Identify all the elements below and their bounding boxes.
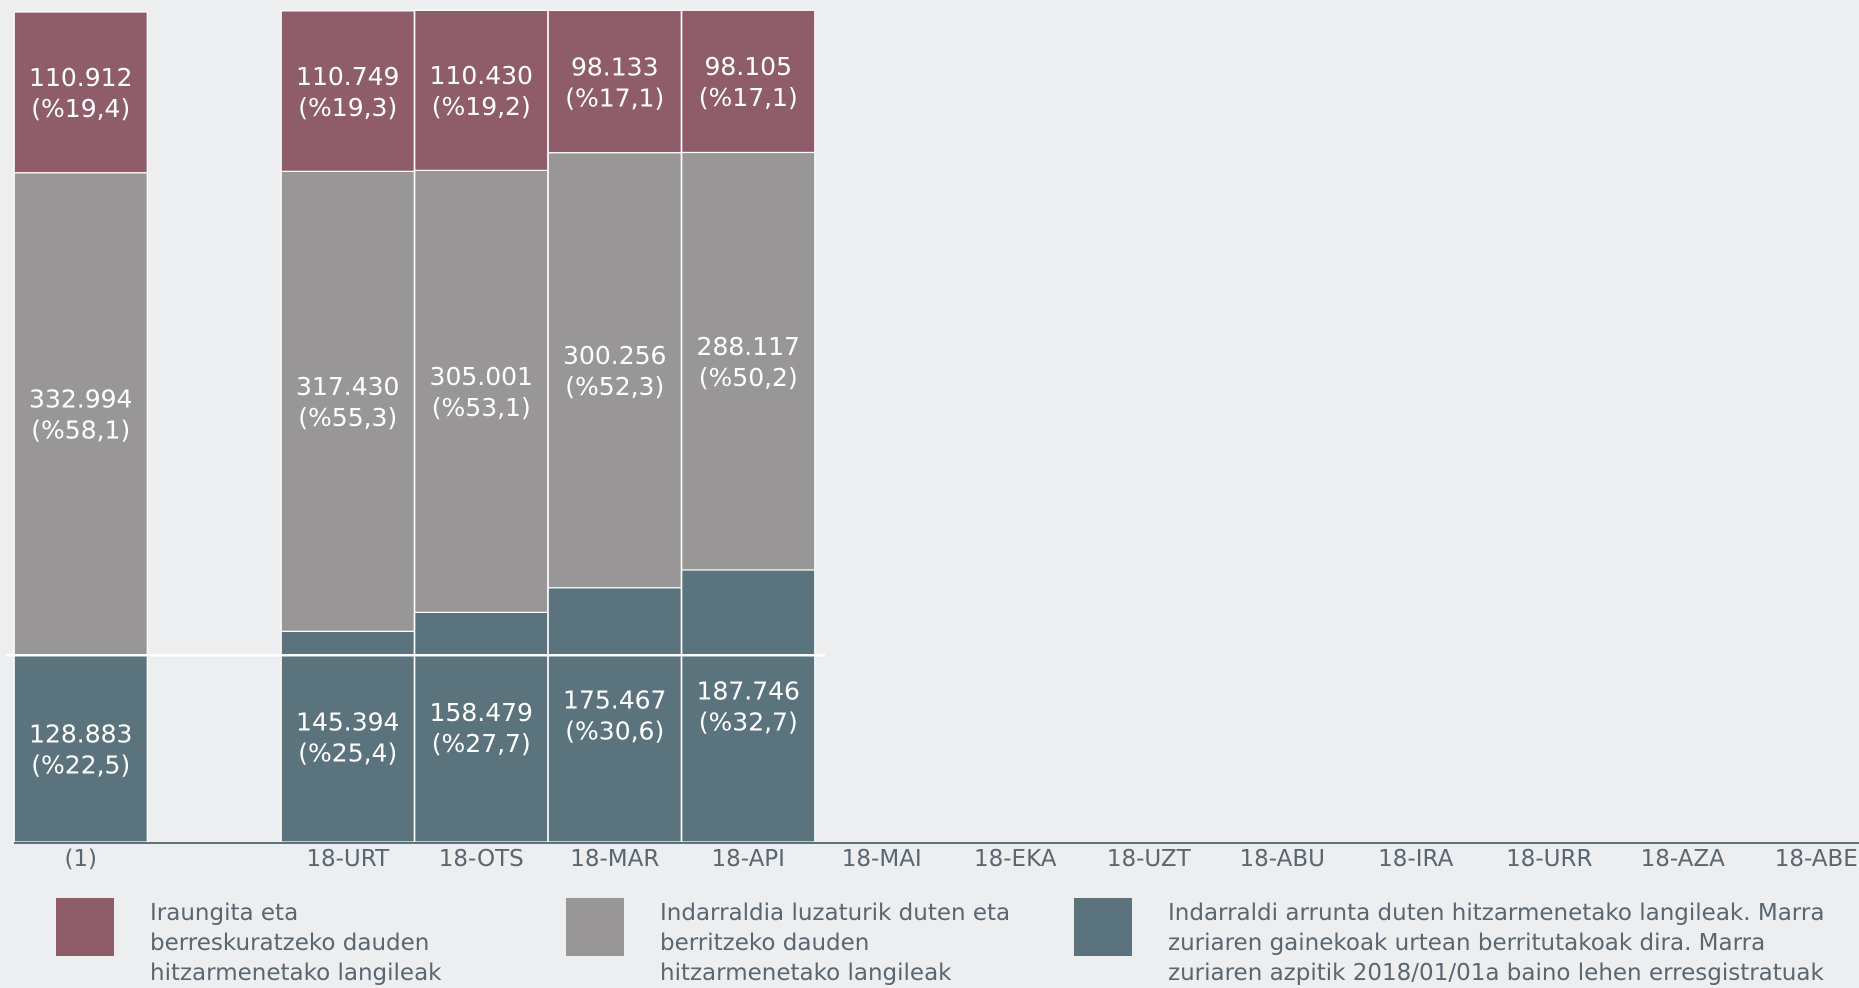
bar-segment-luzaturik — [13, 172, 148, 656]
data-label: 300.256 (%52,3) — [563, 341, 666, 401]
bar-segment-iraungita — [414, 9, 549, 171]
legend-swatch — [1074, 898, 1132, 956]
x-tick-label: (1) — [64, 846, 97, 872]
bar-segment-iraungita — [280, 10, 415, 172]
data-label: 288.117 (%50,2) — [697, 332, 800, 392]
x-tick-label: 18-UZT — [1107, 846, 1192, 872]
x-tick-label: 18-EKA — [974, 846, 1057, 872]
x-tick-label: 18-MAR — [570, 846, 659, 872]
data-label: 110.430 (%19,2) — [430, 61, 533, 121]
data-label: 145.394 (%25,4) — [296, 707, 399, 767]
x-tick-label: 18-ABE — [1775, 846, 1858, 872]
x-tick-label: 18-OTS — [439, 846, 524, 872]
data-label: 305.001 (%53,1) — [430, 362, 533, 422]
data-label: 332.994 (%58,1) — [29, 385, 132, 445]
x-tick-label: 18-ABU — [1240, 846, 1325, 872]
data-label: 128.883 (%22,5) — [29, 719, 132, 779]
x-tick-label: 18-URT — [306, 846, 390, 872]
data-label: 175.467 (%30,6) — [563, 686, 666, 746]
bar-segment-arrunta — [13, 654, 148, 843]
legend-label: Indarraldi arrunta duten hitzarmenetako … — [1168, 900, 1825, 986]
x-tick-label: 18-IRA — [1378, 846, 1453, 872]
legend-label: Indarraldia luzaturik duten eta berritze… — [660, 900, 1011, 986]
data-label: 317.430 (%55,3) — [296, 372, 399, 432]
legend-item-iraungita: Iraungita eta berreskuratzeko dauden hit… — [56, 898, 442, 988]
data-label: 110.912 (%19,4) — [29, 63, 132, 123]
x-tick-label: 18-API — [712, 846, 785, 872]
bar-segment-arrunta — [681, 569, 816, 843]
bar-segment-iraungita — [681, 9, 816, 154]
legend-swatch — [566, 898, 624, 956]
legend-item-arrunta: Indarraldi arrunta duten hitzarmenetako … — [1074, 898, 1824, 988]
bar-segment-luzaturik — [547, 152, 682, 589]
bar-segment-iraungita — [547, 9, 682, 154]
bar-segment-arrunta — [414, 611, 549, 843]
data-label: 98.105 (%17,1) — [699, 52, 798, 112]
bar-segment-arrunta — [547, 587, 682, 843]
data-label: 110.749 (%19,3) — [296, 62, 399, 122]
data-label: 158.479 (%27,7) — [430, 698, 533, 758]
stacked-bar-chart: 128.883 (%22,5) 332.994 (%58,1) 110.912 (%19,… — [6, 9, 1859, 872]
legend-label: Iraungita eta berreskuratzeko dauden hit… — [150, 900, 442, 986]
x-tick-label: 18-AZA — [1641, 846, 1726, 872]
data-label: 187.746 (%32,7) — [697, 677, 800, 737]
x-tick-label: 18-MAI — [842, 846, 922, 872]
bar-segment-arrunta — [280, 630, 415, 843]
bar-segment-luzaturik — [280, 170, 415, 632]
bar-segment-iraungita — [13, 11, 148, 174]
legend-swatch — [56, 898, 114, 956]
bar-segment-luzaturik — [681, 151, 816, 571]
bar-segment-luzaturik — [414, 169, 549, 613]
legend-item-luzaturik: Indarraldia luzaturik duten eta berritze… — [566, 898, 1010, 988]
x-tick-label: 18-URR — [1506, 846, 1592, 872]
data-label: 98.133 (%17,1) — [565, 52, 664, 112]
